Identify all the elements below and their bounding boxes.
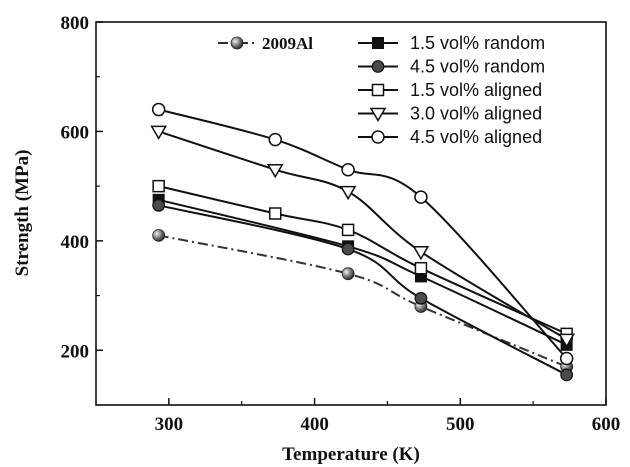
y-tick-label-800: 800	[61, 13, 90, 34]
plot-frame	[95, 21, 607, 406]
y-tick-label-400: 400	[61, 232, 90, 253]
data-point-4-5-vol-aligned-573	[559, 351, 574, 366]
series-4-5-vol-random	[152, 198, 574, 382]
x-axis-title: Temperature (K)	[282, 444, 420, 465]
series-4-5-vol-aligned	[151, 102, 574, 366]
data-point-4-5-vol-random-293	[152, 198, 166, 212]
data-point-4-5-vol-aligned-293	[151, 102, 166, 117]
data-point-3-0-vol-aligned-473	[412, 246, 430, 261]
legend-item-4-5-vol-random: 4.5 vol% random	[358, 57, 545, 77]
y-tick-label-200: 200	[61, 341, 90, 362]
x-tick-label-600: 600	[592, 414, 621, 435]
series-line-1-5-vol-random	[158, 198, 568, 346]
legend-label-3-0-vol-aligned: 3.0 vol% aligned	[410, 104, 542, 124]
series-line-4-5-vol-random	[158, 204, 568, 376]
data-point-4-5-vol-random-473	[414, 291, 428, 305]
legend-item-2009al: 2009Al	[218, 34, 313, 53]
series-line-2009al	[158, 234, 568, 368]
axis-ticks: 300 400 500 600 200 400 600 800	[61, 13, 621, 435]
series-line-1-5-vol-aligned	[158, 185, 568, 335]
data-point-4-5-vol-random-423	[341, 242, 355, 256]
data-point-2009al-423	[341, 267, 355, 281]
x-tick-label-400: 400	[300, 414, 329, 435]
legend-marker-1-5-vol-aligned	[371, 83, 385, 97]
series-3-0-vol-aligned	[150, 125, 575, 348]
y-tick-label-600: 600	[61, 122, 90, 143]
series-line-4-5-vol-aligned	[158, 108, 568, 360]
data-point-3-0-vol-aligned-423	[339, 185, 357, 201]
series-1-5-vol-aligned	[152, 179, 573, 341]
x-tick-label-300: 300	[155, 414, 184, 435]
x-tick-label-500: 500	[446, 414, 475, 435]
legend-label-1-5-vol-random: 1.5 vol% random	[410, 33, 545, 53]
legend-marker-1-5-vol-random	[372, 37, 384, 49]
legend-item-3-0-vol-aligned: 3.0 vol% aligned	[358, 104, 542, 124]
legend-item-4-5-vol-aligned: 4.5 vol% aligned	[358, 127, 542, 147]
legend-label-4-5-vol-aligned: 4.5 vol% aligned	[410, 127, 542, 147]
data-point-4-5-vol-aligned-473	[414, 190, 428, 204]
legend-label-4-5-vol-random: 4.5 vol% random	[410, 57, 545, 77]
data-point-1-5-vol-aligned-293	[152, 179, 165, 193]
legend-marker-3-0-vol-aligned	[369, 107, 387, 122]
data-point-1-5-vol-aligned-423	[341, 223, 355, 237]
legend-label-2009al: 2009Al	[262, 34, 313, 53]
data-point-3-0-vol-aligned-373	[266, 163, 284, 179]
legend-marker-4-5-vol-random	[371, 60, 385, 73]
data-point-4-5-vol-aligned-423	[341, 162, 355, 177]
data-point-4-5-vol-aligned-373	[268, 132, 282, 147]
legend-marker-4-5-vol-aligned	[371, 130, 385, 144]
data-point-4-5-vol-random-573	[560, 368, 574, 382]
legend-label-1-5-vol-aligned: 1.5 vol% aligned	[410, 80, 542, 100]
data-point-1-5-vol-aligned-473	[414, 261, 428, 275]
legend: 2009Al 1.5 vol% random 4.5 vol% random 1.5 …	[218, 33, 545, 147]
data-point-1-5-vol-aligned-373	[268, 207, 282, 220]
data-point-2009al-293	[152, 228, 166, 242]
legend-item-1-5-vol-random: 1.5 vol% random	[358, 33, 545, 53]
y-axis-title: Strength (MPa)	[12, 150, 33, 277]
legend-marker-2009al	[230, 36, 244, 50]
data-point-3-0-vol-aligned-573	[558, 333, 575, 348]
data-point-3-0-vol-aligned-293	[150, 125, 167, 140]
series-layer	[150, 102, 575, 382]
legend-item-1-5-vol-aligned: 1.5 vol% aligned	[358, 80, 542, 100]
